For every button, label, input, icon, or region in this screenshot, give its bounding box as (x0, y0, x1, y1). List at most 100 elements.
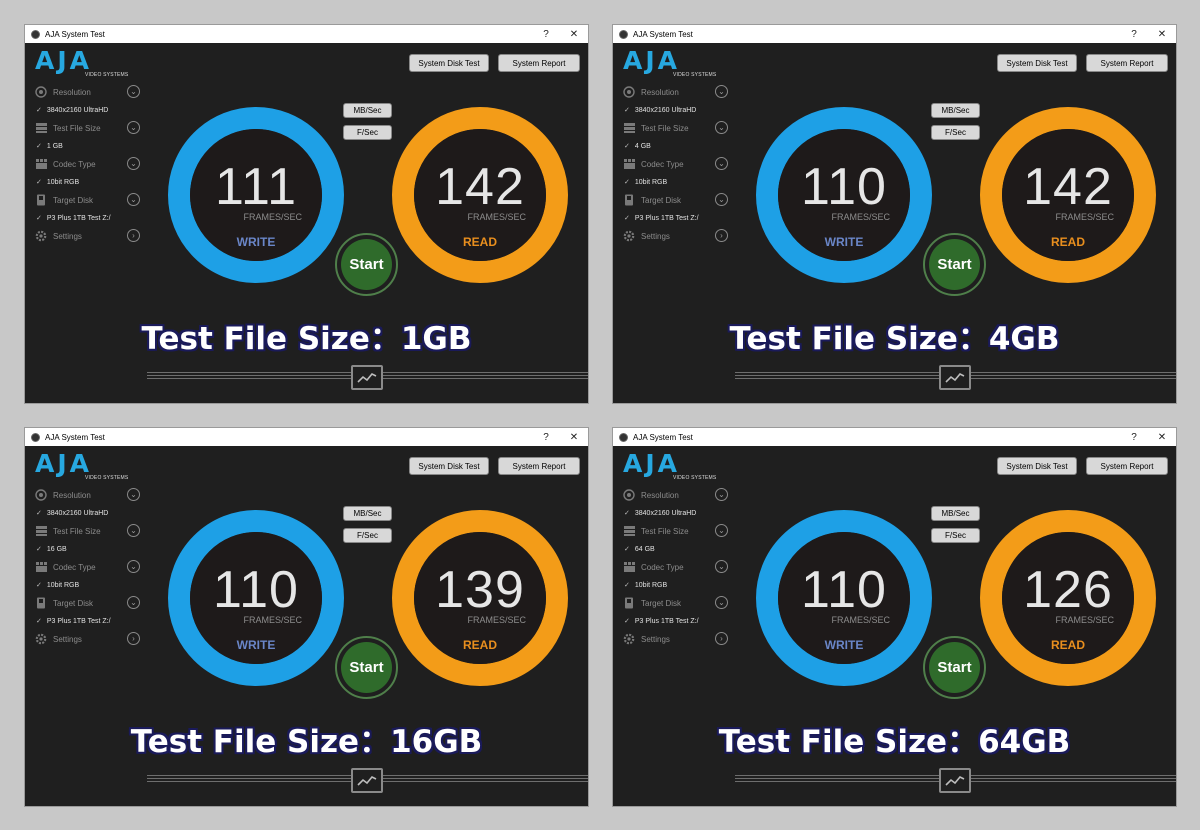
mb-sec-button[interactable]: MB/Sec (343, 103, 392, 118)
graph-icon[interactable] (939, 768, 971, 793)
graph-icon[interactable] (351, 768, 383, 793)
check-icon: ✓ (624, 618, 630, 625)
read-unit: FRAMES/SEC (1055, 212, 1114, 222)
filesize-icon (622, 525, 636, 537)
f-sec-button[interactable]: F/Sec (931, 125, 980, 140)
close-button[interactable]: ✕ (569, 28, 579, 40)
system-disk-test-button[interactable]: System Disk Test (997, 54, 1077, 72)
filesize-icon (622, 122, 636, 134)
start-button[interactable]: Start (335, 636, 398, 699)
graph-icon[interactable] (351, 365, 383, 390)
aja-logo: AJA VIDEO SYSTEMS (623, 48, 723, 79)
f-sec-button[interactable]: F/Sec (343, 125, 392, 140)
caption-overlay: Test File Size：64GB (718, 724, 1071, 760)
check-icon: ✓ (624, 215, 630, 222)
disk-icon (622, 194, 636, 206)
chevron-down-icon[interactable]: ⌄ (127, 157, 140, 170)
chevron-down-icon[interactable]: ⌄ (127, 488, 140, 501)
read-unit: FRAMES/SEC (1055, 615, 1114, 625)
system-report-button[interactable]: System Report (498, 457, 580, 475)
system-disk-test-button[interactable]: System Disk Test (409, 54, 489, 72)
chevron-down-icon[interactable]: ⌄ (127, 596, 140, 609)
menu-test-file-size[interactable]: Test File Size ⌄ (622, 522, 728, 540)
mb-sec-button[interactable]: MB/Sec (343, 506, 392, 521)
f-sec-button[interactable]: F/Sec (931, 528, 980, 543)
check-icon: ✓ (624, 510, 630, 517)
menu-codec-type[interactable]: Codec Type ⌄ (622, 155, 728, 173)
menu-codec-type[interactable]: Codec Type ⌄ (622, 558, 728, 576)
close-button[interactable]: ✕ (1157, 431, 1167, 443)
write-value: 110 (213, 561, 299, 619)
target-disk-value: ✓ P3 Plus 1TB Test Z:/ (34, 209, 140, 227)
start-button[interactable]: Start (923, 636, 986, 699)
chevron-right-icon[interactable]: › (715, 229, 728, 242)
menu-target-disk[interactable]: Target Disk ⌄ (34, 594, 140, 612)
codec-icon (34, 561, 48, 573)
menu-resolution[interactable]: Resolution ⌄ (622, 83, 728, 101)
chevron-down-icon[interactable]: ⌄ (715, 193, 728, 206)
chevron-right-icon[interactable]: › (715, 632, 728, 645)
menu-test-file-size[interactable]: Test File Size ⌄ (34, 119, 140, 137)
menu-settings[interactable]: Settings › (34, 630, 140, 648)
resolution-value-text: 3840x2160 UltraHD (634, 509, 697, 517)
mb-sec-button[interactable]: MB/Sec (931, 506, 980, 521)
check-icon: ✓ (36, 510, 42, 517)
menu-test-file-size[interactable]: Test File Size ⌄ (622, 119, 728, 137)
chevron-right-icon[interactable]: › (127, 632, 140, 645)
chevron-down-icon[interactable]: ⌄ (715, 85, 728, 98)
file-size-value: ✓ 16 GB (34, 540, 140, 558)
read-gauge-face (1002, 532, 1134, 664)
f-sec-button[interactable]: F/Sec (343, 528, 392, 543)
graph-icon[interactable] (939, 365, 971, 390)
close-button[interactable]: ✕ (1157, 28, 1167, 40)
menu-settings[interactable]: Settings › (622, 630, 728, 648)
help-button[interactable]: ? (1131, 28, 1137, 40)
menu-test-file-size[interactable]: Test File Size ⌄ (34, 522, 140, 540)
close-button[interactable]: ✕ (569, 431, 579, 443)
chevron-down-icon[interactable]: ⌄ (127, 560, 140, 573)
file-size-value-text: 64 GB (634, 545, 655, 553)
chevron-down-icon[interactable]: ⌄ (715, 524, 728, 537)
chevron-down-icon[interactable]: ⌄ (715, 596, 728, 609)
chevron-right-icon[interactable]: › (127, 229, 140, 242)
menu-resolution[interactable]: Resolution ⌄ (34, 83, 140, 101)
menu-settings[interactable]: Settings › (34, 227, 140, 245)
chevron-down-icon[interactable]: ⌄ (715, 560, 728, 573)
start-label: Start (929, 239, 980, 290)
target-disk-value: ✓ P3 Plus 1TB Test Z:/ (34, 612, 140, 630)
menu-codec-type[interactable]: Codec Type ⌄ (34, 155, 140, 173)
mb-sec-button[interactable]: MB/Sec (931, 103, 980, 118)
menu-resolution[interactable]: Resolution ⌄ (622, 486, 728, 504)
chevron-down-icon[interactable]: ⌄ (715, 488, 728, 501)
chevron-down-icon[interactable]: ⌄ (127, 85, 140, 98)
chevron-down-icon[interactable]: ⌄ (127, 193, 140, 206)
chevron-down-icon[interactable]: ⌄ (715, 121, 728, 134)
system-report-button[interactable]: System Report (498, 54, 580, 72)
check-icon: ✓ (624, 546, 630, 553)
menu-target-disk[interactable]: Target Disk ⌄ (34, 191, 140, 209)
system-report-button[interactable]: System Report (1086, 54, 1168, 72)
system-disk-test-button[interactable]: System Disk Test (997, 457, 1077, 475)
write-value: 110 (801, 561, 887, 619)
start-button[interactable]: Start (335, 233, 398, 296)
help-button[interactable]: ? (1131, 431, 1137, 443)
read-value: 142 (435, 158, 525, 216)
resolution-value: ✓ 3840x2160 UltraHD (622, 504, 728, 522)
help-button[interactable]: ? (543, 28, 549, 40)
chevron-down-icon[interactable]: ⌄ (127, 121, 140, 134)
chevron-down-icon[interactable]: ⌄ (127, 524, 140, 537)
write-label: WRITE (824, 235, 864, 249)
menu-target-disk[interactable]: Target Disk ⌄ (622, 191, 728, 209)
start-button[interactable]: Start (923, 233, 986, 296)
logo-subtitle: VIDEO SYSTEMS (673, 72, 717, 78)
help-button[interactable]: ? (543, 431, 549, 443)
menu-target-disk[interactable]: Target Disk ⌄ (622, 594, 728, 612)
aja-logo: AJA VIDEO SYSTEMS (35, 48, 135, 79)
chevron-down-icon[interactable]: ⌄ (715, 157, 728, 170)
write-gauge: 110 FRAMES/SEC WRITE (168, 510, 344, 686)
menu-settings[interactable]: Settings › (622, 227, 728, 245)
system-report-button[interactable]: System Report (1086, 457, 1168, 475)
system-disk-test-button[interactable]: System Disk Test (409, 457, 489, 475)
menu-resolution[interactable]: Resolution ⌄ (34, 486, 140, 504)
menu-codec-type[interactable]: Codec Type ⌄ (34, 558, 140, 576)
